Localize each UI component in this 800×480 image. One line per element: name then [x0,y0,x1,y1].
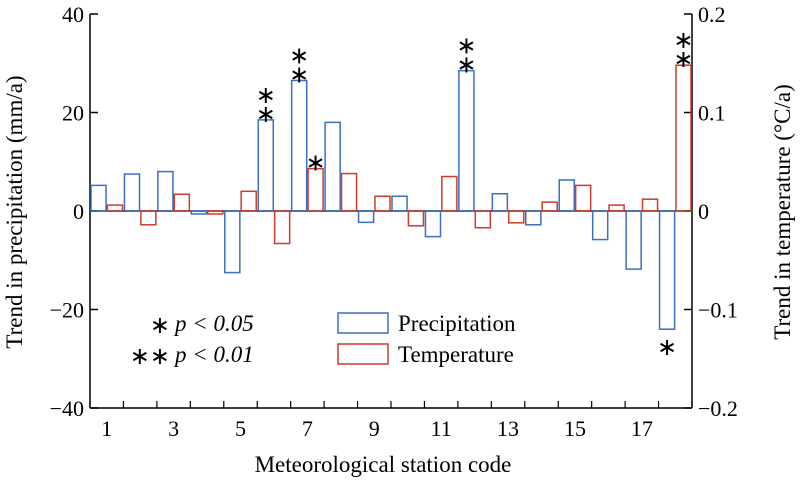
significance-star: ∗ [306,149,326,177]
temperature-bar [474,210,492,229]
x-tick-label: 11 [431,416,452,441]
precipitation-bar [658,210,676,330]
precipitation-bar [424,210,442,238]
left-tick-label: 20 [62,101,84,126]
precipitation-bar [357,210,375,224]
right-tick-label: 0 [698,199,709,224]
legend-swatch-temperature [337,343,389,365]
x-tick-label: 9 [369,416,380,441]
left-axis-title: Trend in precipitation (mm/a) [2,75,27,348]
right-tick-label: −0.1 [698,298,738,323]
right-tick-label: 0.2 [698,2,726,27]
x-tick-label: 17 [631,416,653,441]
x-tick-label: 5 [235,416,246,441]
right-tick-label: −0.2 [698,396,738,421]
temperature-bar [441,175,458,212]
precipitation-bar [458,69,475,212]
bar-group [90,64,692,330]
significance-star: ∗ [289,41,309,69]
significance-star: ∗ [256,81,276,109]
x-axis-title: Meteorological station code [255,452,512,477]
x-tick-group: 1 3 5 7 9 11 13 15 17 [89,401,693,441]
significance-star: ∗ [256,100,276,128]
precipitation-bar [391,195,408,212]
significance-star: ∗ [657,333,677,361]
left-tick-label: −20 [50,298,84,323]
significance-star: ∗ [456,32,476,60]
temperature-bar [273,210,291,245]
precipitation-bar [625,210,642,270]
x-tick-label: 1 [101,416,112,441]
legend-swatch-precipitation [337,312,389,334]
significance-star: ∗ [673,26,693,54]
precipitation-bar [591,210,609,241]
temperature-bar [140,210,157,226]
temperature-bar [675,64,692,212]
temperature-bar [374,195,391,212]
temperature-bar [106,204,124,212]
legend-label-temperature: Temperature [398,342,514,367]
right-tick-group: 0.2 0.1 0 −0.1 −0.2 [684,2,738,421]
precipitation-bar [525,210,542,226]
x-tick-label: 7 [302,416,313,441]
precipitation-bar [491,193,509,212]
temperature-bar [641,198,659,212]
right-tick-label: 0.1 [698,101,726,126]
significance-star: ∗ [673,45,693,73]
x-tick-label: 3 [168,416,179,441]
left-tick-label: 40 [62,2,84,27]
note-2-text: p < 0.01 [173,342,254,367]
temperature-bar [541,201,558,212]
left-tick-label: −40 [50,396,84,421]
significance-notes: ∗ p < 0.05 ∗∗ p < 0.01 [130,311,254,370]
x-tick-label: 13 [497,416,519,441]
precipitation-bar [257,119,275,212]
precipitation-bar [90,184,107,212]
left-tick-group: 40 20 0 −20 −40 [50,2,98,421]
temperature-bar [240,190,257,212]
temperature-bar [340,172,358,212]
precipitation-bar [290,79,308,212]
x-tick-label: 15 [564,416,586,441]
significance-star: ∗ [289,60,309,88]
note-1-stars: ∗ [150,311,170,339]
temperature-bar [507,210,525,224]
precipitation-bar [123,173,141,212]
temperature-bar [206,210,224,215]
right-axis-title: Trend in temperature (°C/a) [770,84,795,340]
legend: Precipitation Temperature [337,311,516,367]
note-2-stars: ∗∗ [130,342,170,370]
significance-star: ∗ [456,51,476,79]
note-1-text: p < 0.05 [173,311,254,336]
precipitation-bar [324,121,341,212]
precipitation-bar [190,210,208,215]
precipitation-bar [558,179,576,212]
temperature-bar [307,167,324,212]
temperature-bar [407,210,425,227]
left-tick-label: 0 [73,199,84,224]
precipitation-bar [224,210,241,274]
temperature-bar [574,184,592,212]
significance-mark-group: ∗∗∗∗ ∗∗∗∗∗∗ [256,26,694,361]
precipitation-bar [157,170,174,212]
temperature-bar [608,204,625,212]
temperature-bar [173,193,191,212]
legend-label-precipitation: Precipitation [398,311,516,336]
